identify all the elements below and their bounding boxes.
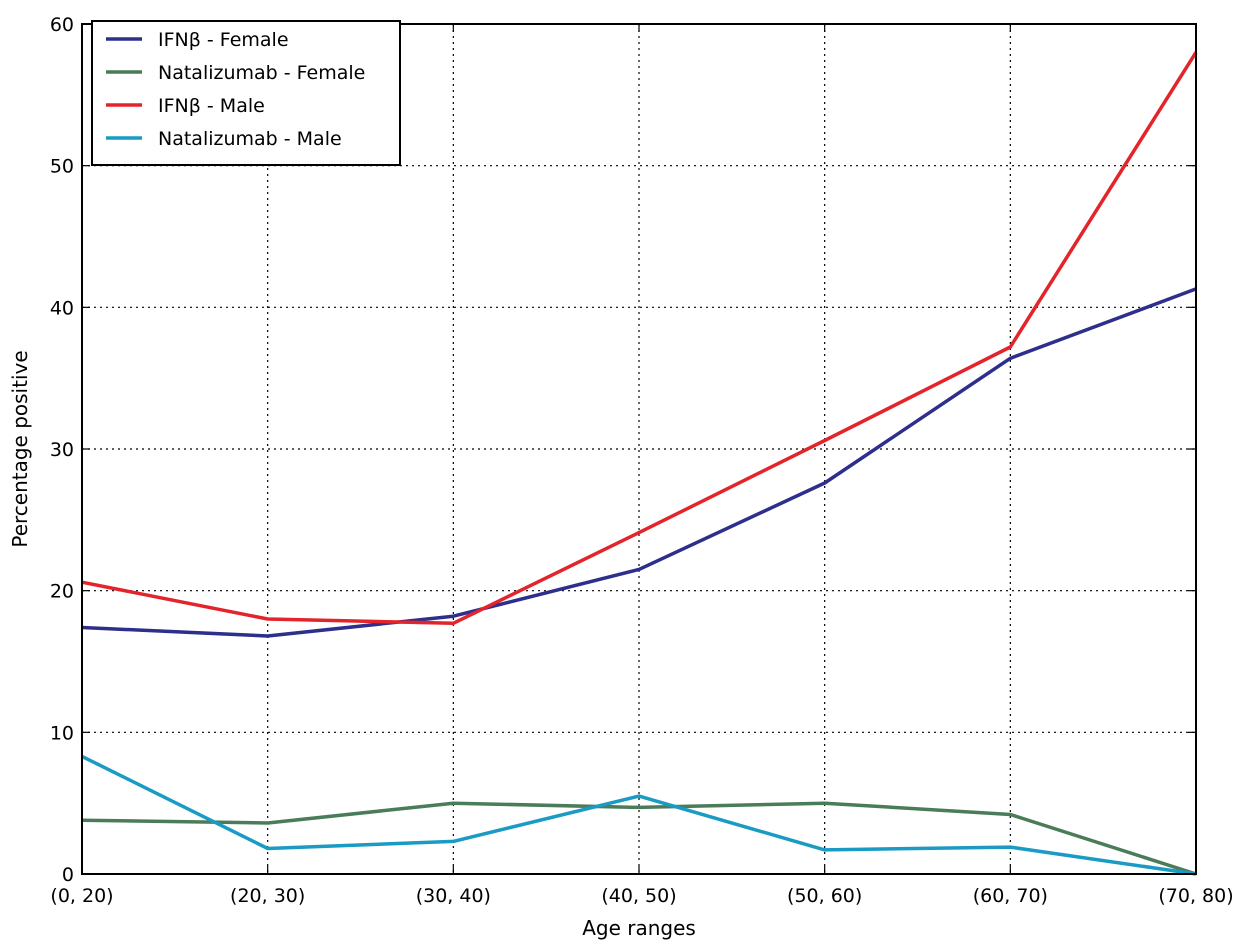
series-line-3 [81, 754, 1197, 876]
ticks: (0, 20) (20, 30) (30, 40) (40, 50) (50, 60) (… [50, 14, 1234, 907]
x-tick-label: (30, 40) [416, 885, 491, 907]
legend-label-2: IFNβ - Male [158, 95, 265, 117]
grid [82, 24, 1196, 874]
y-axis-label: Percentage positive [8, 350, 32, 547]
legend-box [91, 20, 401, 166]
x-tick-label: (40, 50) [601, 885, 676, 907]
legend: IFNβ - Female Natalizumab - Female IFNβ - … [91, 20, 401, 166]
legend-label-1: Natalizumab - Female [158, 62, 365, 84]
y-tick-label: 0 [62, 864, 74, 886]
y-tick-label: 60 [50, 14, 74, 36]
series-line-0 [81, 287, 1197, 638]
series-line-2 [81, 51, 1198, 626]
x-axis-label: Age ranges [582, 916, 696, 940]
y-tick-label: 30 [50, 439, 74, 461]
series-layer [81, 51, 1198, 876]
legend-label-3: Natalizumab - Male [158, 128, 342, 150]
x-tick-label: (50, 60) [787, 885, 862, 907]
y-tick-label: 40 [50, 297, 74, 319]
x-tick-label: (60, 70) [973, 885, 1048, 907]
x-tick-label: (0, 20) [50, 885, 113, 907]
x-tick-label: (70, 80) [1158, 885, 1233, 907]
x-tick-label: (20, 30) [230, 885, 305, 907]
y-tick-label: 50 [50, 156, 74, 178]
y-tick-label: 20 [50, 581, 74, 603]
legend-label-0: IFNβ - Female [158, 29, 289, 51]
series-line-1 [81, 801, 1197, 876]
y-tick-label: 10 [50, 722, 74, 744]
